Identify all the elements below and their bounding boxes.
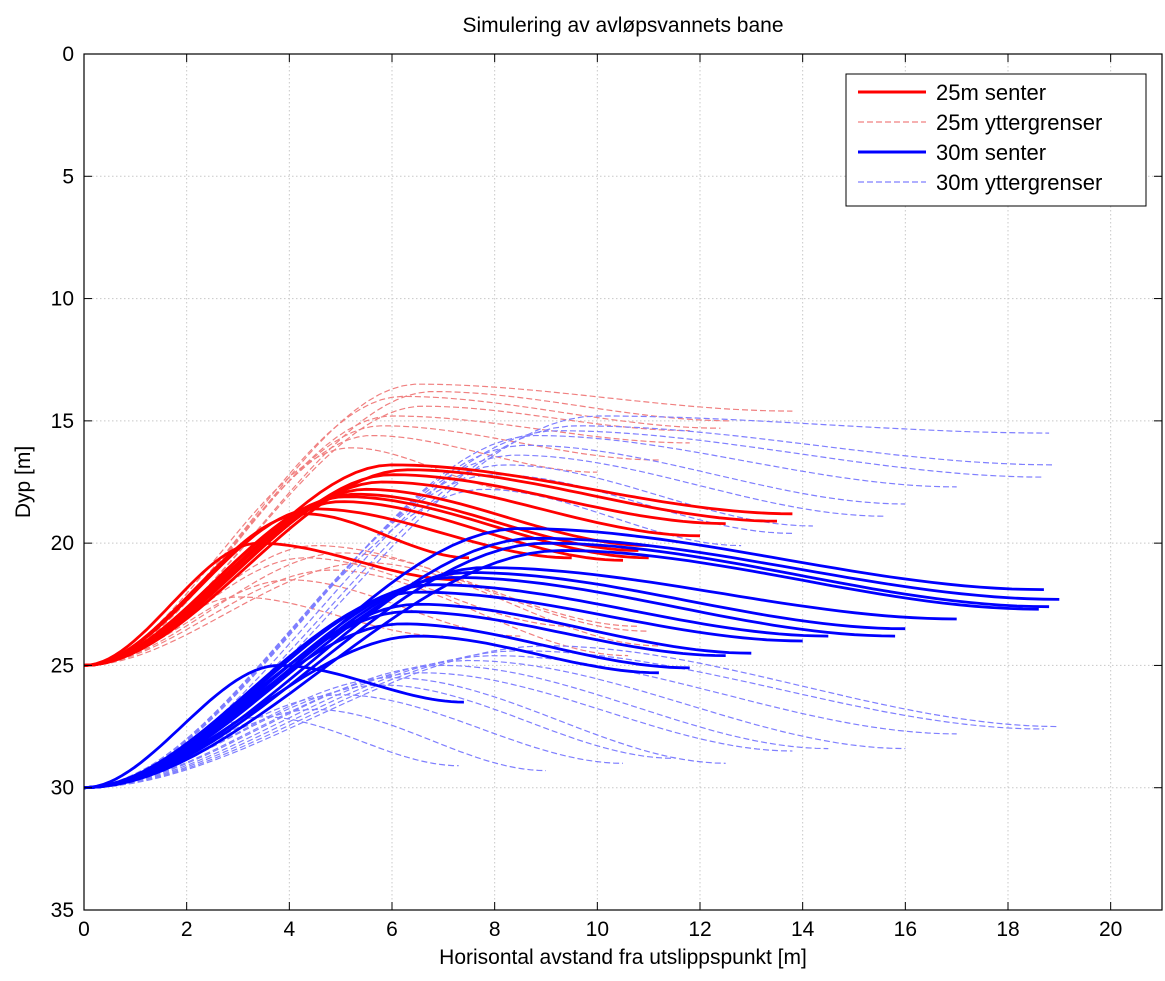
series-line-25m-senter xyxy=(83,512,470,667)
series-line-30m-senter xyxy=(83,663,464,790)
y-axis-label: Dyp [m] xyxy=(12,446,35,518)
x-tick-label: 4 xyxy=(283,918,295,941)
y-tick-label: 0 xyxy=(62,43,74,66)
x-axis-label: Horisontal avstand fra utslippspunkt [m] xyxy=(439,946,807,969)
series-line-30m-senter xyxy=(83,566,957,790)
y-tick-label: 30 xyxy=(51,777,74,800)
series-line-30m-yttergrenser xyxy=(83,655,957,789)
series-line-30m-yttergrenser xyxy=(83,430,1044,789)
series-line-25m-senter xyxy=(83,541,459,667)
x-tick-label: 10 xyxy=(586,918,609,941)
plot-frame xyxy=(83,53,1163,911)
series-line-30m-senter xyxy=(83,622,690,790)
y-tick-label: 20 xyxy=(51,532,74,555)
x-tick-label: 18 xyxy=(996,918,1019,941)
legend-label: 30m senter xyxy=(936,140,1046,165)
y-tick-label: 10 xyxy=(51,288,74,311)
series-line-30m-yttergrenser xyxy=(83,708,547,789)
y-tick-label: 5 xyxy=(62,165,74,188)
series-line-30m-senter xyxy=(83,549,1039,790)
axis-ticks: 0 2 4 6 8 10 12 14 16 18 20 0 5 10 15 20 25 30 35 xyxy=(51,43,1162,941)
series-line-25m-yttergrenser xyxy=(83,552,639,666)
x-tick-label: 6 xyxy=(386,918,398,941)
series-line-30m-senter xyxy=(83,610,726,790)
series-line-25m-yttergrenser xyxy=(83,425,659,666)
center-curves xyxy=(83,463,1060,790)
series-line-30m-senter xyxy=(83,590,803,790)
series-line-30m-yttergrenser xyxy=(83,664,829,789)
series-line-30m-yttergrenser xyxy=(83,454,885,789)
legend-box xyxy=(845,73,1147,207)
series-line-30m-yttergrenser xyxy=(83,659,906,789)
series-line-30m-senter xyxy=(83,571,906,790)
series-line-25m-senter xyxy=(83,492,639,667)
series-line-30m-yttergrenser xyxy=(83,434,957,789)
legend: 25m senter 25m yttergrenser 30m senter 30m … xyxy=(845,73,1147,207)
series-line-25m-yttergrenser xyxy=(83,569,629,666)
series-line-30m-yttergrenser xyxy=(83,716,459,789)
series-line-30m-yttergrenser xyxy=(83,650,1044,789)
y-tick-label: 15 xyxy=(51,410,74,433)
series-line-30m-yttergrenser xyxy=(83,415,1050,789)
x-tick-label: 0 xyxy=(78,918,90,941)
series-line-30m-senter xyxy=(83,541,1050,790)
series-line-30m-senter xyxy=(83,634,659,790)
series-line-25m-senter xyxy=(83,500,624,667)
series-line-25m-yttergrenser xyxy=(83,544,649,666)
x-tick-label: 20 xyxy=(1099,918,1122,941)
legend-label: 25m yttergrenser xyxy=(936,110,1102,135)
y-tick-label: 25 xyxy=(51,654,74,677)
series-line-25m-senter xyxy=(83,480,701,667)
y-tick-label: 35 xyxy=(51,899,74,922)
x-tick-label: 14 xyxy=(791,918,815,941)
series-line-25m-senter xyxy=(83,468,778,667)
legend-label: 25m senter xyxy=(936,80,1046,105)
x-tick-label: 12 xyxy=(688,918,711,941)
series-line-30m-yttergrenser xyxy=(83,444,906,789)
x-tick-label: 8 xyxy=(489,918,501,941)
x-tick-label: 2 xyxy=(181,918,193,941)
x-tick-label: 16 xyxy=(894,918,917,941)
legend-label: 30m yttergrenser xyxy=(936,170,1102,195)
chart-title: Simulering av avløpsvannets bane xyxy=(462,14,783,37)
series-line-30m-yttergrenser xyxy=(83,488,742,789)
